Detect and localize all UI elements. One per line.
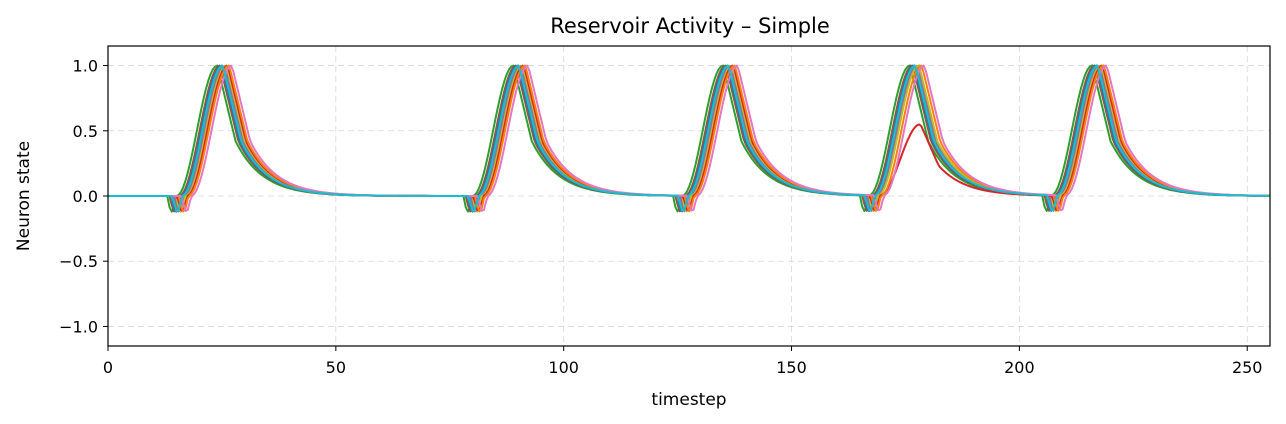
series-line-9: [108, 64, 1271, 212]
y-tick-label: 1.0: [73, 57, 98, 76]
y-axis-ticks: −1.0 −0.5 0.0 0.5 1.0: [59, 57, 108, 336]
x-tick-label: 150: [776, 358, 807, 377]
y-tick-label: −1.0: [59, 317, 98, 336]
x-tick-label: 200: [1004, 358, 1035, 377]
plot-area: [107, 45, 1271, 347]
x-tick-label: 100: [548, 358, 579, 377]
x-axis-label: timestep: [651, 390, 726, 410]
y-tick-label: 0.5: [73, 122, 98, 141]
series-lines: [108, 64, 1271, 213]
y-tick-label: −0.5: [59, 252, 98, 271]
series-line-10: [108, 64, 1271, 212]
x-tick-label: 250: [1232, 358, 1263, 377]
x-tick-label: 0: [103, 358, 113, 377]
x-axis-ticks: 0 50 100 150 200 250: [103, 346, 1263, 377]
y-axis-label: Neuron state: [14, 141, 34, 251]
y-tick-label: 0.0: [73, 187, 98, 206]
chart-title: Reservoir Activity – Simple: [550, 14, 830, 38]
x-tick-label: 50: [326, 358, 346, 377]
